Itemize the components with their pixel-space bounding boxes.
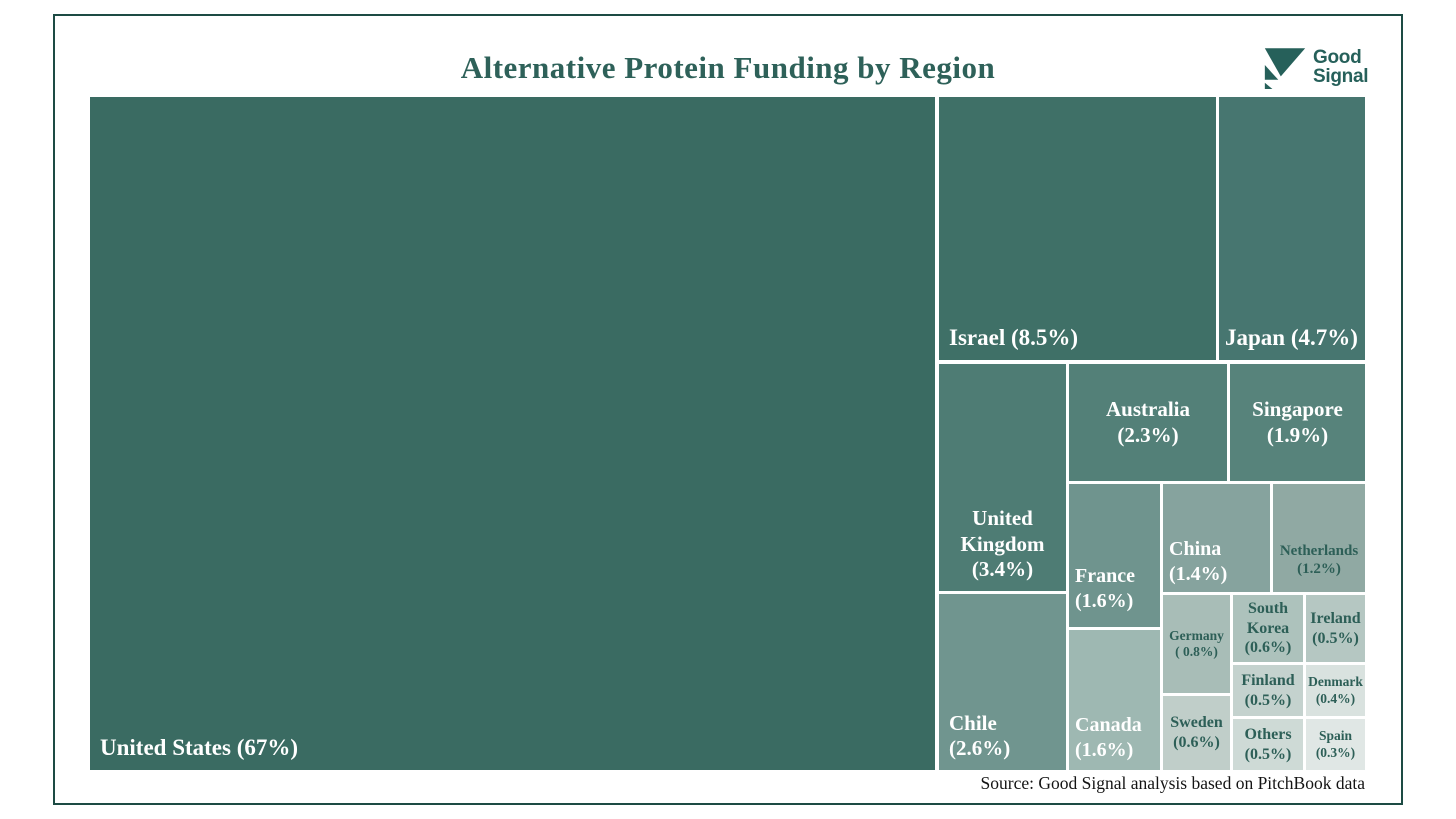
good-signal-logo: Good Signal bbox=[1263, 44, 1373, 92]
logo-wordmark: Good Signal bbox=[1313, 47, 1369, 87]
cell-label: Denmark bbox=[1308, 674, 1363, 690]
treemap-cell-united-kingdom: United Kingdom (3.4%) bbox=[939, 364, 1066, 591]
cell-pct: (2.6%) bbox=[949, 736, 1011, 761]
treemap-cell-netherlands: Netherlands (1.2%) bbox=[1273, 484, 1365, 592]
chart-title: Alternative Protein Funding by Region bbox=[460, 50, 996, 85]
cell-pct: (4.7%) bbox=[1290, 324, 1358, 350]
cell-pct: ( 0.8%) bbox=[1175, 644, 1218, 659]
cell-label: Germany bbox=[1169, 627, 1224, 643]
treemap-cell-chile: Chile (2.6%) bbox=[939, 594, 1066, 770]
cell-label: Singapore bbox=[1252, 396, 1343, 421]
treemap-cell-ireland: Ireland (0.5%) bbox=[1306, 595, 1365, 662]
treemap-cell-denmark: Denmark (0.4%) bbox=[1306, 665, 1365, 716]
cell-pct: (3.4%) bbox=[971, 557, 1034, 582]
cell-pct: (0.3%) bbox=[1315, 744, 1356, 760]
treemap-cell-sweden: Sweden (0.6%) bbox=[1163, 696, 1230, 770]
cell-pct: (0.5%) bbox=[1244, 745, 1292, 763]
cell-label: South Korea bbox=[1246, 600, 1290, 637]
cell-label: Chile bbox=[949, 710, 997, 735]
logo-word-signal: Signal bbox=[1313, 66, 1369, 87]
treemap-cell-south-korea: South Korea (0.6%) bbox=[1233, 595, 1303, 662]
cell-label: Sweden bbox=[1170, 714, 1223, 732]
cell-pct: (1.9%) bbox=[1266, 422, 1329, 447]
cell-label: United Kingdom bbox=[960, 506, 1045, 556]
treemap-cell-china: China (1.4%) bbox=[1163, 484, 1270, 592]
cell-pct: (1.6%) bbox=[1075, 589, 1134, 612]
cell-pct: (2.3%) bbox=[1117, 422, 1179, 447]
treemap-cell-spain: Spain (0.3%) bbox=[1306, 719, 1365, 770]
treemap-cell-finland: Finland (0.5%) bbox=[1233, 665, 1303, 716]
cell-label: China bbox=[1169, 538, 1222, 561]
cell-label: Spain bbox=[1318, 728, 1353, 744]
cell-label: Japan bbox=[1225, 324, 1286, 350]
cell-label: Others bbox=[1244, 725, 1292, 743]
treemap-chart: United States (67%) Israel (8.5%) Japan … bbox=[90, 97, 1365, 770]
cell-label: United States bbox=[100, 734, 231, 760]
treemap-cell-france: France (1.6%) bbox=[1069, 484, 1160, 627]
cell-label: Israel bbox=[949, 324, 1006, 350]
cell-pct: (0.5%) bbox=[1312, 629, 1359, 647]
treemap-cell-canada: Canada (1.6%) bbox=[1069, 630, 1160, 770]
treemap-cell-singapore: Singapore (1.9%) bbox=[1230, 364, 1365, 481]
cell-pct: (0.5%) bbox=[1244, 691, 1292, 709]
cell-pct: (0.4%) bbox=[1315, 690, 1356, 706]
cell-label: Finland bbox=[1241, 671, 1295, 689]
good-signal-triangles-icon bbox=[1264, 48, 1306, 89]
cell-pct: (1.4%) bbox=[1169, 562, 1228, 585]
cell-pct: (8.5%) bbox=[1010, 324, 1079, 350]
treemap-cell-australia: Australia (2.3%) bbox=[1069, 364, 1227, 481]
treemap-cell-germany: Germany( 0.8%) bbox=[1163, 595, 1230, 693]
cell-label: Ireland bbox=[1310, 609, 1361, 627]
cell-label: Canada bbox=[1075, 714, 1142, 737]
cell-label: France bbox=[1075, 565, 1135, 588]
treemap-cell-israel: Israel (8.5%) bbox=[939, 97, 1216, 360]
cell-label: Australia bbox=[1106, 396, 1190, 421]
cell-pct: (0.6%) bbox=[1244, 639, 1292, 657]
treemap-cell-others: Others (0.5%) bbox=[1233, 719, 1303, 770]
cell-pct: (1.2%) bbox=[1297, 561, 1341, 577]
cell-label: Netherlands bbox=[1279, 542, 1359, 559]
cell-pct: (67%) bbox=[236, 734, 299, 760]
treemap-cell-japan: Japan (4.7%) bbox=[1219, 97, 1365, 360]
cell-pct: (0.6%) bbox=[1173, 734, 1220, 751]
source-credit: Source: Good Signal analysis based on Pi… bbox=[980, 773, 1365, 793]
treemap-cell-united-states: United States (67%) bbox=[90, 97, 935, 770]
cell-pct: (1.6%) bbox=[1075, 738, 1134, 761]
logo-word-good: Good bbox=[1313, 47, 1362, 69]
